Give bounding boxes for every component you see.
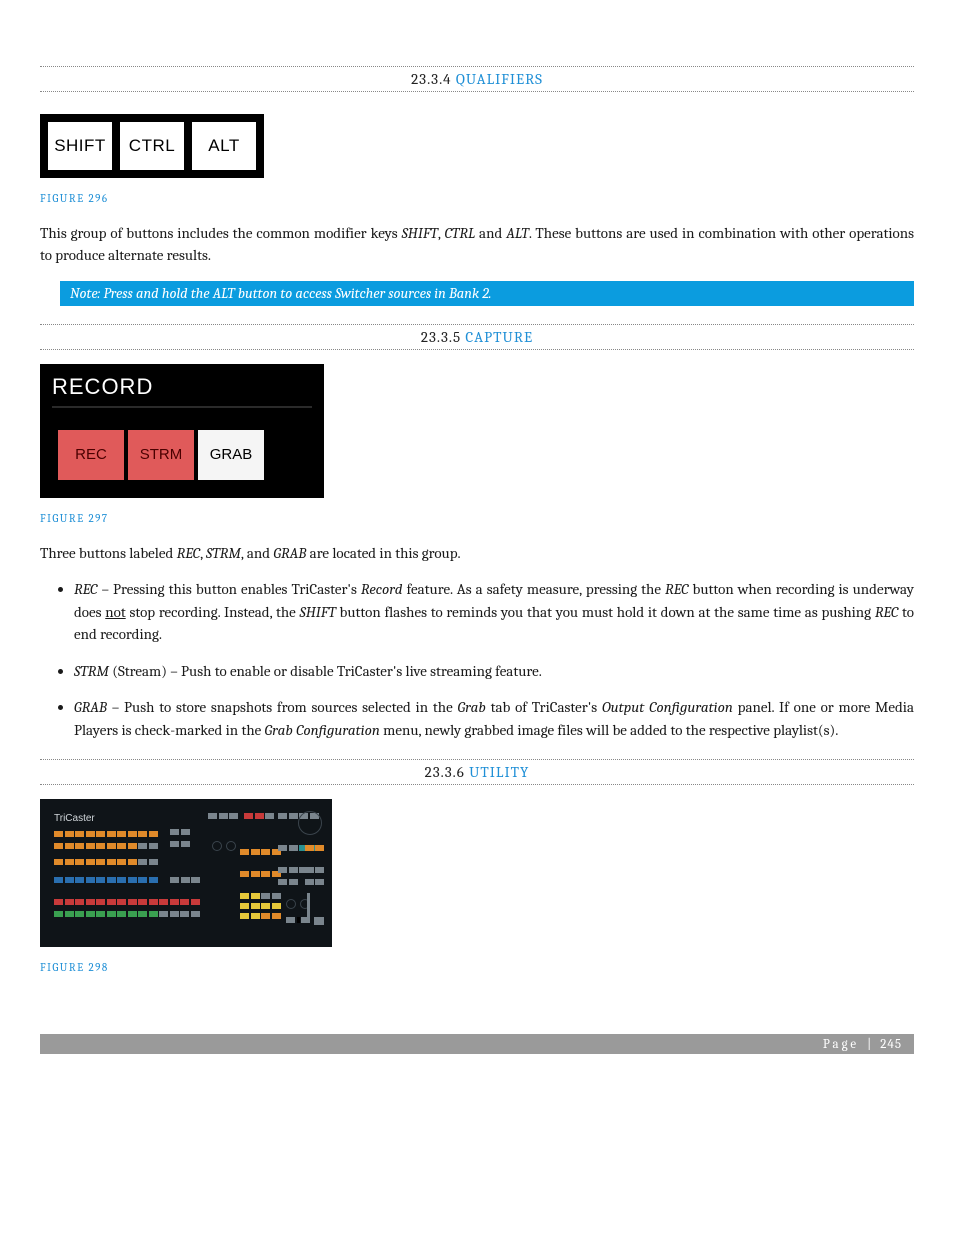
bullet-strm: STRM (Stream) – Push to enable or disabl… xyxy=(74,660,914,683)
knob-icon xyxy=(286,899,296,909)
text-underline: not xyxy=(105,603,125,621)
footer-label: Page xyxy=(823,1037,859,1052)
figure-caption-297: FIGURE 297 xyxy=(40,512,914,525)
key-alt: ALT xyxy=(192,122,256,170)
text-em: Grab xyxy=(457,698,485,716)
text-em: SHIFT xyxy=(402,224,438,242)
text-em: REC xyxy=(177,544,200,562)
section-num: 23.3.5 xyxy=(421,328,461,346)
section-title: UTILITY xyxy=(469,763,529,781)
note-box: Note: Press and hold the ALT button to a… xyxy=(60,281,914,306)
tbar-icon xyxy=(307,893,310,921)
text: button flashes to reminds you that you m… xyxy=(336,603,875,621)
text-em: Record xyxy=(361,580,403,598)
util-row xyxy=(54,843,158,849)
util-cluster xyxy=(240,913,281,919)
text-em: STRM xyxy=(74,662,109,680)
util-cluster xyxy=(305,845,325,851)
grab-button: GRAB xyxy=(198,430,264,480)
section-title: CAPTURE xyxy=(465,328,533,346)
section-title: QUALIFIERS xyxy=(456,70,543,88)
bullet-rec: REC – Pressing this button enables TriCa… xyxy=(74,578,914,646)
jog-ring-icon xyxy=(298,811,322,835)
text-em: Output Configuration xyxy=(602,698,733,716)
key-ctrl: CTRL xyxy=(120,122,184,170)
figure-caption-298: FIGURE 298 xyxy=(40,961,914,974)
record-panel-title: RECORD xyxy=(52,374,312,408)
text: (Stream) – Push to enable or disable Tri… xyxy=(109,662,542,680)
util-cluster xyxy=(170,829,190,835)
section-heading-qualifiers: 23.3.4 QUALIFIERS xyxy=(40,66,914,92)
util-cluster xyxy=(208,813,238,819)
footer-sep: | xyxy=(867,1037,874,1052)
capture-intro: Three buttons labeled REC, STRM, and GRA… xyxy=(40,543,914,565)
figure-qualifier-keys: SHIFT CTRL ALT xyxy=(40,114,264,178)
knob-icon xyxy=(212,841,222,851)
section-num: 23.3.6 xyxy=(425,763,465,781)
capture-bullet-list: REC – Pressing this button enables TriCa… xyxy=(40,578,914,741)
text: tab of TriCaster's xyxy=(486,698,602,716)
qualifiers-paragraph: This group of buttons includes the commo… xyxy=(40,223,914,267)
text-em: STRM xyxy=(206,544,241,562)
util-cluster xyxy=(240,871,281,877)
util-cluster xyxy=(305,867,325,873)
util-row xyxy=(54,877,158,883)
text: menu, newly grabbed image files will be … xyxy=(380,721,838,739)
util-cluster xyxy=(170,841,190,847)
text: – Pressing this button enables TriCaster… xyxy=(97,580,360,598)
util-cluster xyxy=(278,867,308,873)
section-heading-capture: 23.3.5 CAPTURE xyxy=(40,324,914,350)
text: This group of buttons includes the commo… xyxy=(40,224,402,242)
text: feature. As a safety measure, pressing t… xyxy=(402,580,665,598)
text-em: SHIFT xyxy=(300,603,336,621)
util-cluster xyxy=(314,917,324,925)
figure-caption-296: FIGURE 296 xyxy=(40,192,914,205)
util-cluster xyxy=(170,877,200,883)
key-shift: SHIFT xyxy=(48,122,112,170)
text-em: REC xyxy=(665,580,688,598)
section-heading-utility: 23.3.6 UTILITY xyxy=(40,759,914,785)
text: and xyxy=(475,224,506,242)
util-row xyxy=(54,899,200,905)
bullet-grab: GRAB – Push to store snapshots from sour… xyxy=(74,696,914,741)
text: are located in this group. xyxy=(306,544,460,562)
util-cluster xyxy=(240,903,281,909)
text-em: Grab Configuration xyxy=(265,721,380,739)
footer-page-number: 245 xyxy=(880,1037,902,1052)
util-cluster xyxy=(240,849,281,855)
knob-icon xyxy=(226,841,236,851)
utility-brand: TriCaster xyxy=(54,813,95,824)
util-cluster xyxy=(244,813,274,819)
util-row xyxy=(54,831,158,837)
text: Three buttons labeled xyxy=(40,544,177,562)
text-em: GRAB xyxy=(74,698,107,716)
record-button-row: REC STRM GRAB xyxy=(52,430,312,480)
text-em: ALT xyxy=(506,224,529,242)
text-em: REC xyxy=(74,580,97,598)
util-row xyxy=(54,859,158,865)
util-cluster xyxy=(240,893,281,899)
figure-utility-panel: TriCaster xyxy=(40,799,332,947)
text-em: REC xyxy=(875,603,898,621)
util-row xyxy=(54,911,200,917)
rec-button: REC xyxy=(58,430,124,480)
util-cluster xyxy=(278,879,298,885)
util-cluster xyxy=(305,879,325,885)
text: – Push to store snapshots from sources s… xyxy=(107,698,458,716)
section-num: 23.3.4 xyxy=(411,70,451,88)
text: , and xyxy=(241,544,273,562)
text-em: CTRL xyxy=(444,224,475,242)
strm-button: STRM xyxy=(128,430,194,480)
figure-record-panel: RECORD REC STRM GRAB xyxy=(40,364,324,498)
text-em: GRAB xyxy=(273,544,306,562)
page-footer: Page | 245 xyxy=(40,1034,914,1054)
text: stop recording. Instead, the xyxy=(126,603,300,621)
